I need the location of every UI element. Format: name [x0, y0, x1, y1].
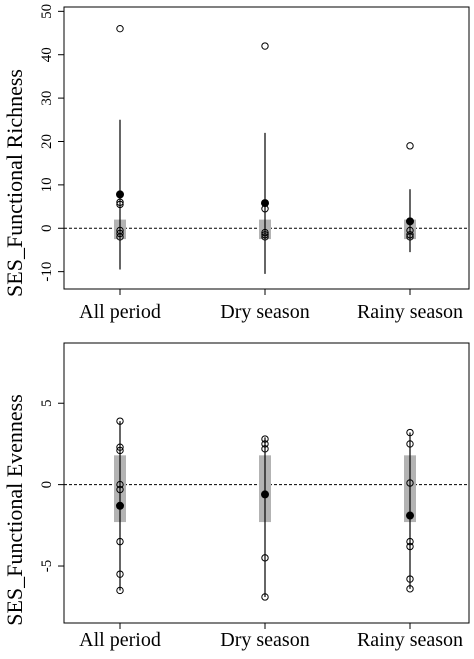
- observation-point: [116, 537, 124, 546]
- observation-point: [261, 228, 269, 237]
- y-tick-label: -5: [39, 560, 55, 573]
- y-axis-label: SES_Functional Richness: [2, 69, 27, 297]
- mean-point: [116, 501, 124, 510]
- observation-point: [406, 142, 414, 150]
- observation-point: [406, 585, 414, 593]
- y-tick-label: 40: [39, 47, 55, 62]
- mean-point: [406, 511, 414, 520]
- observation-point: [116, 443, 124, 451]
- observation-point: [261, 435, 269, 443]
- observation-point: [406, 537, 414, 546]
- observation-point: [116, 480, 124, 489]
- y-tick-label: -10: [39, 262, 55, 282]
- x-tick-label: Dry season: [220, 629, 309, 651]
- observation-point: [406, 542, 414, 551]
- y-tick-label: 30: [39, 91, 55, 106]
- y-tick-label: 50: [39, 4, 55, 19]
- y-tick-label: 0: [39, 481, 55, 489]
- observation-point: [406, 428, 414, 437]
- observation-point: [261, 445, 269, 453]
- observation-point: [406, 231, 414, 239]
- observation-point: [261, 440, 269, 448]
- observation-point: [406, 575, 414, 583]
- plot-frame: [63, 342, 470, 624]
- observation-point: [116, 229, 124, 238]
- observation-point: [116, 200, 124, 209]
- observation-point: [116, 417, 124, 425]
- observation-point: [261, 231, 269, 239]
- chart-panel-2: SES_Functional Evenness -5 0 5 All period Dry…: [2, 342, 470, 651]
- observation-point: [261, 554, 269, 562]
- y-tick-label: 20: [39, 134, 55, 149]
- plot-frame: [63, 6, 470, 290]
- y-axis-label: SES_Functional Evenness: [2, 394, 27, 626]
- observation-point: [261, 233, 269, 241]
- observation-point: [116, 586, 124, 595]
- observation-point: [116, 446, 124, 455]
- x-tick-label: All period: [79, 629, 161, 651]
- y-tick-label: 5: [39, 399, 55, 407]
- chart-panel-1: SES_Functional Richness -10 0 10 20 30 40 50 All…: [2, 4, 470, 323]
- x-tick-label: Rainy season: [357, 301, 463, 323]
- mean-point: [406, 217, 414, 226]
- observation-point: [261, 593, 269, 601]
- observation-point: [116, 233, 124, 241]
- mean-point: [261, 490, 269, 499]
- x-tick-label: Rainy season: [357, 629, 463, 651]
- observation-point: [261, 42, 269, 50]
- observation-point: [116, 24, 124, 33]
- y-tick-label: 0: [39, 225, 55, 233]
- mean-point: [116, 190, 124, 199]
- observation-point: [406, 479, 414, 487]
- observation-point: [116, 570, 124, 578]
- observation-point: [406, 233, 414, 241]
- x-tick-label: Dry season: [220, 301, 309, 323]
- observation-point: [116, 198, 124, 206]
- observation-point: [116, 485, 124, 494]
- x-tick-label: All period: [79, 301, 161, 323]
- mean-point: [261, 199, 269, 208]
- observation-point: [406, 440, 414, 448]
- y-tick-label: 10: [39, 177, 55, 192]
